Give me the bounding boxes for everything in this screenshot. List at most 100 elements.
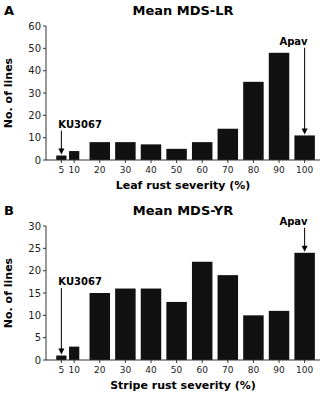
x-tick-label: 80: [248, 165, 260, 175]
x-tick-label: 40: [145, 165, 157, 175]
x-tick-label: 30: [120, 365, 132, 375]
y-tick-label: 5: [35, 332, 41, 343]
x-tick: [304, 360, 305, 363]
bar: [56, 156, 66, 160]
y-tick-label: 0: [35, 155, 41, 166]
x-tick-label: 30: [120, 165, 132, 175]
y-tick-label: 20: [28, 265, 41, 276]
chart-title: Mean MDS-YR: [133, 203, 233, 218]
bar: [141, 289, 161, 360]
x-tick: [253, 160, 254, 163]
y-tick: [43, 48, 46, 49]
bar: [218, 275, 238, 360]
x-tick-label: 50: [171, 365, 183, 375]
y-tick: [43, 115, 46, 116]
y-tick-label: 40: [28, 65, 41, 76]
x-tick: [253, 360, 254, 363]
y-tick: [43, 137, 46, 138]
bar: [192, 142, 212, 160]
annotation-arrow: [304, 228, 305, 247]
bar: [218, 129, 238, 160]
annotation-arrowhead: [58, 349, 64, 355]
bars: [56, 53, 315, 160]
x-tick: [150, 360, 151, 363]
y-tick: [43, 93, 46, 94]
bar: [243, 315, 263, 360]
x-tick-label: 60: [196, 165, 208, 175]
x-tick: [279, 160, 280, 163]
y-tick-label: 20: [28, 110, 41, 121]
chart-title: Mean MDS-LR: [132, 3, 233, 18]
y-tick: [43, 270, 46, 271]
x-tick: [202, 160, 203, 163]
x-tick-label: 5: [58, 165, 64, 175]
annotation-arrow: [61, 131, 62, 150]
x-tick: [125, 360, 126, 363]
y-tick-label: 10: [28, 132, 41, 143]
bar: [56, 356, 66, 360]
x-tick-label: 40: [145, 365, 157, 375]
y-tick-label: 10: [28, 310, 41, 321]
x-tick-label: 80: [248, 365, 260, 375]
x-tick: [227, 360, 228, 363]
panel-label: A: [4, 3, 14, 18]
x-tick-label: 10: [68, 165, 80, 175]
y-tick: [43, 293, 46, 294]
x-tick: [99, 160, 100, 163]
annotation-arrow: [61, 288, 62, 350]
bar: [269, 53, 289, 160]
y-tick-label: 30: [28, 221, 41, 232]
x-tick: [61, 360, 62, 363]
y-tick-label: 0: [35, 355, 41, 366]
bar: [294, 135, 314, 160]
y-tick-label: 60: [28, 21, 41, 32]
x-tick-label: 90: [273, 165, 285, 175]
bar: [90, 293, 110, 360]
x-tick-label: 70: [222, 165, 234, 175]
y-tick: [43, 226, 46, 227]
x-tick: [304, 160, 305, 163]
y-tick-label: 15: [28, 288, 41, 299]
bar: [166, 302, 186, 360]
annotation-arrowhead: [58, 149, 64, 155]
x-tick-label: 70: [222, 365, 234, 375]
bar: [115, 289, 135, 360]
y-tick: [43, 360, 46, 361]
annotation: KU3067: [58, 119, 102, 130]
bar: [90, 142, 110, 160]
panel-label: B: [4, 203, 14, 218]
y-tick: [43, 315, 46, 316]
x-tick: [227, 160, 228, 163]
bar: [192, 262, 212, 360]
bars: [56, 253, 315, 360]
x-axis-label: Leaf rust severity (%): [116, 179, 251, 192]
panel: BMean MDS-YR0510152025305102030405060708…: [2, 203, 320, 392]
x-tick-label: 20: [94, 165, 106, 175]
x-tick: [150, 160, 151, 163]
x-tick: [176, 360, 177, 363]
x-tick: [74, 160, 75, 163]
x-tick-label: 100: [296, 165, 313, 175]
x-tick-label: 50: [171, 165, 183, 175]
x-tick-label: 5: [58, 365, 64, 375]
y-axis-label: No. of lines: [2, 257, 15, 328]
annotation-arrow: [304, 48, 305, 130]
annotation: Apav: [279, 216, 308, 227]
x-tick-label: 100: [296, 365, 313, 375]
x-tick-label: 10: [68, 365, 80, 375]
bar: [69, 347, 79, 360]
bar: [243, 82, 263, 160]
y-tick: [43, 70, 46, 71]
y-tick: [43, 337, 46, 338]
bar: [115, 142, 135, 160]
y-tick-label: 30: [28, 88, 41, 99]
y-tick: [43, 248, 46, 249]
bar: [166, 149, 186, 160]
bar: [141, 144, 161, 160]
annotation-arrowhead: [302, 246, 308, 252]
y-tick-label: 50: [28, 43, 41, 54]
x-tick-label: 20: [94, 365, 106, 375]
x-tick: [125, 160, 126, 163]
x-tick: [202, 360, 203, 363]
bar: [269, 311, 289, 360]
